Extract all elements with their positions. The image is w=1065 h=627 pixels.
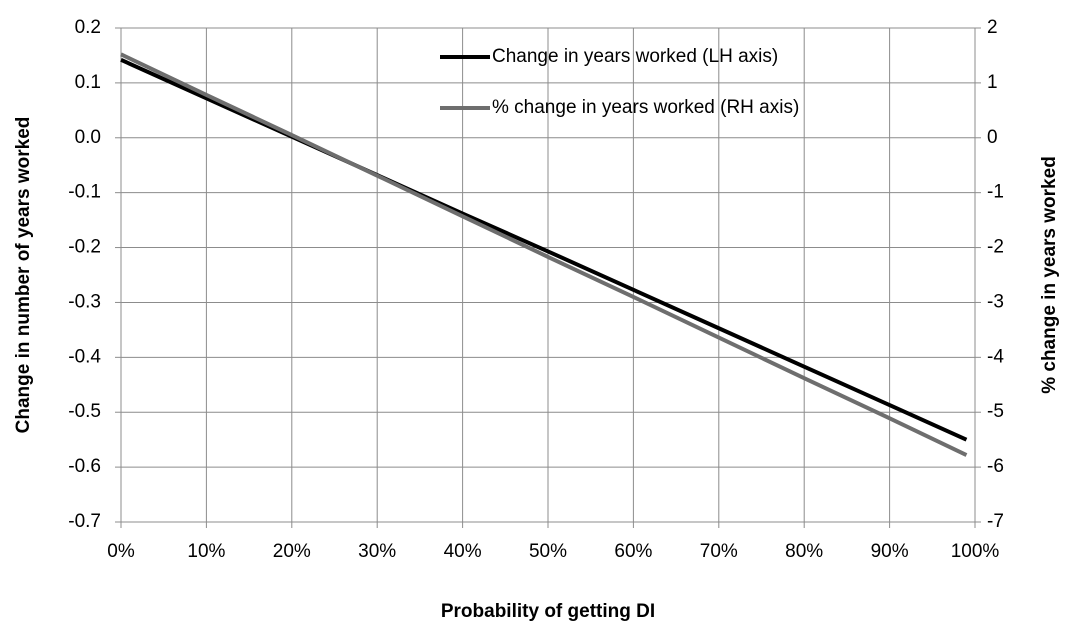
x-tick-label: 40%	[444, 541, 482, 562]
y2-tick-label: -5	[987, 401, 1004, 422]
y-tick-label: -0.2	[68, 237, 101, 258]
series-line	[120, 52, 968, 457]
x-tick-label: 0%	[107, 541, 135, 562]
legend-label: % change in years worked (RH axis)	[492, 97, 799, 118]
legend-label: Change in years worked (LH axis)	[492, 46, 778, 67]
y2-tick-label: 1	[987, 72, 998, 93]
y2-tick-label: -2	[987, 237, 1004, 258]
x-axis-title: Probability of getting DI	[441, 601, 655, 622]
x-tick-label: 90%	[871, 541, 909, 562]
x-tick-label: 100%	[951, 541, 1000, 562]
x-tick-label: 10%	[187, 541, 225, 562]
y-tick-label: 0.2	[75, 17, 101, 38]
y-tick-label: -0.4	[68, 346, 101, 367]
plot-border	[120, 27, 976, 523]
y-tick-label: 0.1	[75, 72, 101, 93]
x-tick-label: 20%	[273, 541, 311, 562]
y2-tick-label: -6	[987, 456, 1004, 477]
y-tick-label: -0.5	[68, 401, 101, 422]
x-tick-label: 70%	[700, 541, 738, 562]
x-tick-label: 80%	[785, 541, 823, 562]
x-tick-label: 30%	[358, 541, 396, 562]
y2-tick-label: 0	[987, 127, 998, 148]
y-tick-label: 0.0	[75, 127, 101, 148]
y-tick-label: -0.6	[68, 456, 101, 477]
y-tick-label: -0.1	[68, 182, 101, 203]
y2-tick-label: -7	[987, 511, 1004, 532]
x-tick-label: 60%	[614, 541, 652, 562]
y-tick-label: -0.7	[68, 511, 101, 532]
y2-tick-label: 2	[987, 17, 998, 38]
y2-axis-title: % change in years worked	[1039, 156, 1060, 394]
y2-tick-label: -3	[987, 291, 1004, 312]
y-tick-label: -0.3	[68, 291, 101, 312]
y2-tick-label: -4	[987, 346, 1004, 367]
x-tick-label: 50%	[529, 541, 567, 562]
y2-tick-label: -1	[987, 182, 1004, 203]
y-axis-title: Change in number of years worked	[13, 117, 34, 434]
